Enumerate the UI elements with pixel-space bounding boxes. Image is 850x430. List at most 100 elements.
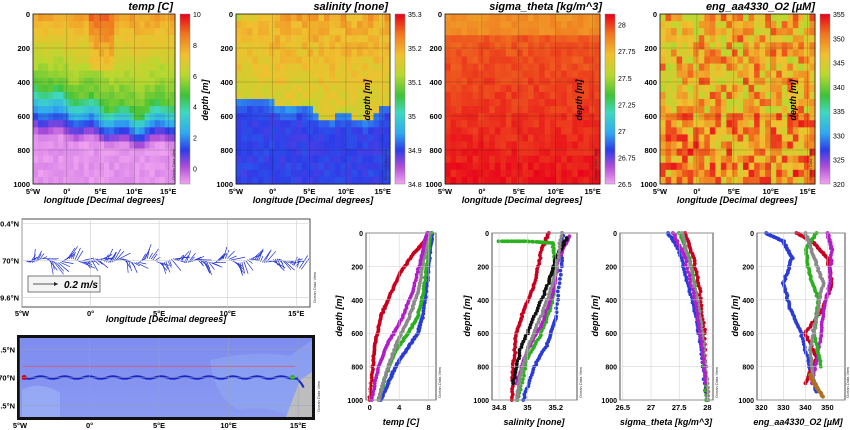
heatmap-cell [357, 106, 364, 114]
profile-point [531, 239, 535, 244]
heatmap-cell [38, 84, 44, 93]
profile-point [814, 317, 818, 322]
heatmap-cell [687, 35, 694, 43]
heatmap-cell [78, 155, 85, 164]
heatmap-cell [588, 155, 596, 164]
heatmap-cell [709, 91, 716, 100]
heatmap-cell [104, 141, 110, 150]
profile-point [818, 292, 822, 297]
heatmap-cell [98, 42, 105, 51]
heatmap-cell [98, 148, 105, 157]
heatmap-cell [594, 155, 601, 164]
heatmap-cell [93, 176, 100, 185]
heatmap-cell [544, 99, 551, 107]
heatmap-cell [676, 35, 683, 43]
heatmap-cell [357, 14, 364, 22]
heatmap-cell [258, 63, 265, 72]
heatmap-cell [252, 148, 259, 157]
heatmap-cell [682, 162, 689, 171]
heatmap-cell [754, 148, 761, 157]
heatmap-cell [665, 141, 672, 150]
heatmap-cell [83, 120, 90, 128]
heatmap-cell [731, 134, 739, 143]
heatmap-cell [572, 42, 579, 51]
current-vector [204, 259, 211, 273]
heatmap-cell [792, 155, 799, 164]
heatmap-cell [373, 42, 380, 51]
heatmap-cell [516, 127, 524, 136]
heatmap-cell [373, 141, 380, 150]
heatmap-cell [351, 134, 358, 143]
heatmap-cell [456, 148, 463, 157]
profile-point [522, 392, 527, 397]
heatmap-cell [759, 120, 766, 128]
heatmap-cell [478, 148, 485, 157]
heatmap-cell [709, 162, 716, 171]
heatmap-cell [461, 148, 468, 157]
heatmap-cell [539, 169, 546, 178]
heatmap-cell [340, 35, 347, 43]
x-tick-label: 15°E [584, 187, 600, 196]
heatmap-cell [285, 134, 292, 143]
heatmap-cell [124, 134, 130, 143]
current-vector [35, 250, 43, 262]
heatmap-cell [324, 91, 331, 100]
heatmap-cell [467, 148, 474, 157]
heatmap-cell [384, 127, 391, 136]
profile-point [557, 245, 562, 249]
heatmap-cell [528, 127, 535, 136]
heatmap-cell [280, 176, 287, 185]
heatmap-cell [318, 63, 325, 72]
heatmap-cell [104, 42, 110, 51]
heatmap-cell [743, 155, 750, 164]
heatmap-cell [754, 106, 761, 114]
heatmap-cell [550, 84, 557, 93]
heatmap-cell [318, 56, 325, 65]
heatmap-cell [522, 35, 529, 43]
heatmap-cell [63, 113, 70, 121]
heatmap-cell [522, 49, 529, 58]
heatmap-cell [291, 49, 298, 58]
heatmap-cell [38, 176, 44, 185]
heatmap-cell [776, 70, 783, 79]
heatmap-cell [748, 169, 755, 178]
heatmap-cell [83, 91, 90, 100]
heatmap-cell [693, 63, 700, 72]
heatmap-cell [258, 148, 265, 157]
current-vector [258, 248, 264, 262]
heatmap-cell [73, 49, 80, 58]
heatmap-cell [139, 14, 146, 22]
heatmap-cell [324, 49, 331, 58]
heatmap-cell [478, 155, 485, 164]
heatmap-cell [274, 49, 281, 58]
heatmap-cell [561, 91, 568, 100]
y-tick-label: 1000 [347, 398, 363, 405]
heatmap-cell [550, 120, 557, 128]
heatmap-cell [660, 106, 667, 114]
heatmap-cell [511, 120, 518, 128]
heatmap-cell [318, 113, 325, 121]
heatmap-cell [263, 21, 270, 29]
heatmap-cell [544, 127, 551, 136]
heatmap-cell [252, 91, 259, 100]
section-temp-title: temp [C] [128, 1, 173, 13]
heatmap-cell [149, 56, 156, 65]
heatmap-cell [594, 148, 601, 157]
heatmap-cell [58, 56, 65, 65]
heatmap-cell [43, 127, 49, 136]
heatmap-cell [660, 35, 667, 43]
heatmap-cell [698, 141, 705, 150]
heatmap-cell [478, 70, 485, 79]
heatmap-cell [561, 28, 568, 36]
heatmap-cell [114, 63, 120, 72]
heatmap-cell [346, 120, 353, 128]
heatmap-cell [368, 113, 375, 121]
heatmap-cell [731, 91, 739, 100]
heatmap-cell [58, 169, 65, 178]
heatmap-cell [48, 63, 54, 72]
heatmap-cell [731, 106, 739, 114]
heatmap-cell [754, 141, 761, 150]
heatmap-cell [704, 141, 711, 150]
heatmap-cell [594, 42, 601, 51]
heatmap-cell [516, 134, 524, 143]
